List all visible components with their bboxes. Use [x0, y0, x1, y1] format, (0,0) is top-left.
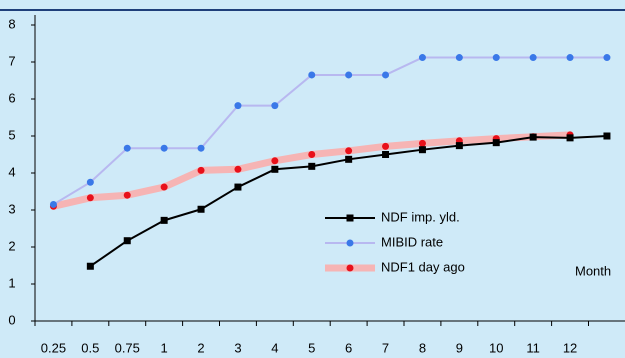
- x-tick-label: 0.25: [41, 340, 66, 355]
- data-point: [566, 134, 574, 142]
- y-tick-label: 3: [8, 201, 15, 216]
- data-point: [603, 54, 611, 62]
- x-axis-label: Month: [575, 263, 611, 278]
- legend-marker: [346, 214, 354, 222]
- y-tick-label: 4: [8, 164, 15, 179]
- data-point: [455, 142, 463, 150]
- data-point: [197, 205, 205, 213]
- data-point: [197, 144, 205, 152]
- data-point: [345, 155, 353, 163]
- data-point: [271, 157, 279, 165]
- legend-label: MIBID rate: [381, 234, 443, 249]
- data-point: [308, 71, 316, 79]
- data-point: [234, 102, 242, 110]
- data-point: [382, 142, 390, 150]
- data-point: [123, 144, 131, 152]
- data-point: [382, 151, 390, 158]
- y-tick-label: 1: [8, 275, 15, 290]
- data-point: [86, 194, 94, 202]
- data-point: [160, 144, 168, 152]
- legend-marker: [346, 239, 354, 247]
- x-tick-label: 10: [489, 340, 503, 355]
- x-tick-label: 1: [161, 340, 168, 355]
- y-tick-label: 6: [8, 90, 15, 105]
- legend-label: NDF imp. yld.: [381, 209, 460, 224]
- y-tick-label: 5: [8, 127, 15, 142]
- series-line: [52, 56, 607, 206]
- x-tick-label: 2: [197, 340, 204, 355]
- y-tick-label: 0: [8, 312, 15, 327]
- x-tick-label: 3: [234, 340, 241, 355]
- data-point: [418, 139, 426, 147]
- x-tick-label: 0.75: [115, 340, 140, 355]
- legend-label: NDF1 day ago: [381, 259, 465, 274]
- data-point: [123, 237, 131, 245]
- data-point: [603, 132, 611, 140]
- data-point: [566, 54, 574, 62]
- y-tick-label: 2: [8, 238, 15, 253]
- data-point: [345, 147, 353, 155]
- data-point: [234, 165, 242, 173]
- data-point: [271, 102, 279, 110]
- x-tick-label: 4: [271, 340, 278, 355]
- data-point: [86, 262, 94, 270]
- x-tick-label: 5: [308, 340, 315, 355]
- y-tick-label: 8: [8, 16, 15, 31]
- data-point: [308, 162, 316, 170]
- data-point: [160, 183, 168, 191]
- data-point: [382, 71, 390, 79]
- data-point: [271, 165, 279, 173]
- data-point: [123, 191, 131, 199]
- data-point: [455, 54, 463, 62]
- data-point: [492, 139, 500, 147]
- data-point: [234, 183, 242, 191]
- data-point: [345, 71, 353, 79]
- x-tick-label: 12: [563, 340, 577, 355]
- x-tick-label: 7: [382, 340, 389, 355]
- data-point: [529, 133, 537, 141]
- data-point: [197, 166, 205, 174]
- data-point: [418, 54, 426, 62]
- data-point: [49, 200, 57, 208]
- x-tick-label: 0.5: [81, 340, 99, 355]
- legend-marker: [346, 264, 354, 272]
- data-point: [160, 216, 168, 224]
- x-tick-label: 9: [456, 340, 463, 355]
- data-point: [308, 151, 316, 158]
- data-point: [86, 178, 94, 186]
- data-point: [529, 54, 537, 62]
- data-point: [492, 54, 500, 62]
- x-tick-label: 8: [419, 340, 426, 355]
- y-tick-label: 7: [8, 53, 15, 68]
- data-point: [418, 146, 426, 154]
- x-tick-label: 6: [345, 340, 352, 355]
- x-tick-label: 11: [526, 340, 540, 355]
